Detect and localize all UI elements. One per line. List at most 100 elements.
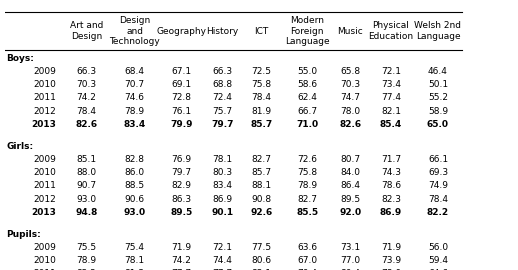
Text: 66.7: 66.7 xyxy=(297,107,318,116)
Text: 78.6: 78.6 xyxy=(381,181,401,190)
Text: 83.4: 83.4 xyxy=(123,120,146,129)
Text: 85.1: 85.1 xyxy=(76,155,96,164)
Text: 80.7: 80.7 xyxy=(340,155,361,164)
Text: 69.3: 69.3 xyxy=(428,168,448,177)
Text: 2009: 2009 xyxy=(33,155,56,164)
Text: 50.1: 50.1 xyxy=(428,80,448,89)
Text: 71.0: 71.0 xyxy=(296,120,318,129)
Text: 79.7: 79.7 xyxy=(211,120,234,129)
Text: 84.0: 84.0 xyxy=(340,168,361,177)
Text: 82.1: 82.1 xyxy=(381,107,401,116)
Text: 64.6: 64.6 xyxy=(428,269,448,270)
Text: 56.0: 56.0 xyxy=(428,243,448,252)
Text: 78.0: 78.0 xyxy=(340,107,361,116)
Text: 74.2: 74.2 xyxy=(77,93,96,102)
Text: 85.7: 85.7 xyxy=(251,168,271,177)
Text: 75.4: 75.4 xyxy=(125,243,145,252)
Text: 70.3: 70.3 xyxy=(76,80,96,89)
Text: 62.4: 62.4 xyxy=(297,93,317,102)
Text: 77.0: 77.0 xyxy=(340,256,361,265)
Text: 65.0: 65.0 xyxy=(427,120,449,129)
Text: 82.7: 82.7 xyxy=(252,155,271,164)
Text: 71.9: 71.9 xyxy=(171,243,192,252)
Text: 2011: 2011 xyxy=(33,93,56,102)
Text: 79.9: 79.9 xyxy=(170,120,193,129)
Text: 80.6: 80.6 xyxy=(251,256,271,265)
Text: 83.1: 83.1 xyxy=(251,269,271,270)
Text: 74.9: 74.9 xyxy=(428,181,448,190)
Text: 93.0: 93.0 xyxy=(124,208,146,217)
Text: 86.0: 86.0 xyxy=(124,168,145,177)
Text: 79.7: 79.7 xyxy=(171,168,192,177)
Text: 82.6: 82.6 xyxy=(75,120,97,129)
Text: 83.4: 83.4 xyxy=(212,181,232,190)
Text: 71.9: 71.9 xyxy=(381,243,401,252)
Text: 75.8: 75.8 xyxy=(297,168,318,177)
Text: 67.1: 67.1 xyxy=(171,67,192,76)
Text: Pupils:: Pupils: xyxy=(6,230,41,239)
Text: 74.3: 74.3 xyxy=(381,168,401,177)
Text: 74.4: 74.4 xyxy=(212,256,232,265)
Text: 78.9: 78.9 xyxy=(76,256,96,265)
Text: 67.0: 67.0 xyxy=(297,256,318,265)
Text: 72.8: 72.8 xyxy=(171,93,192,102)
Text: 81.9: 81.9 xyxy=(251,107,271,116)
Text: 46.4: 46.4 xyxy=(428,67,448,76)
Text: 66.3: 66.3 xyxy=(212,67,232,76)
Text: 2011: 2011 xyxy=(33,269,56,270)
Text: 2012: 2012 xyxy=(33,107,56,116)
Text: 69.1: 69.1 xyxy=(171,80,192,89)
Text: 71.7: 71.7 xyxy=(381,155,401,164)
Text: 2009: 2009 xyxy=(33,243,56,252)
Text: 75.8: 75.8 xyxy=(251,80,271,89)
Text: Art and
Design: Art and Design xyxy=(70,21,103,41)
Text: 72.1: 72.1 xyxy=(381,67,401,76)
Text: 75.5: 75.5 xyxy=(76,243,96,252)
Text: 82.9: 82.9 xyxy=(171,181,192,190)
Text: 78.4: 78.4 xyxy=(76,107,96,116)
Text: 2013: 2013 xyxy=(31,208,56,217)
Text: 89.5: 89.5 xyxy=(340,195,361,204)
Text: 73.4: 73.4 xyxy=(381,80,401,89)
Text: 90.1: 90.1 xyxy=(211,208,233,217)
Text: 82.7: 82.7 xyxy=(297,195,317,204)
Text: 76.1: 76.1 xyxy=(171,107,192,116)
Text: 2010: 2010 xyxy=(33,80,56,89)
Text: 74.7: 74.7 xyxy=(340,93,361,102)
Text: 2010: 2010 xyxy=(33,256,56,265)
Text: 92.0: 92.0 xyxy=(339,208,362,217)
Text: 90.8: 90.8 xyxy=(251,195,271,204)
Text: 72.5: 72.5 xyxy=(252,67,271,76)
Text: 86.4: 86.4 xyxy=(340,181,361,190)
Text: 74.2: 74.2 xyxy=(171,256,192,265)
Text: 88.0: 88.0 xyxy=(76,168,96,177)
Text: Boys:: Boys: xyxy=(6,54,34,63)
Text: 78.9: 78.9 xyxy=(297,181,318,190)
Text: ICT: ICT xyxy=(254,27,269,36)
Text: 73.9: 73.9 xyxy=(381,256,401,265)
Text: 55.2: 55.2 xyxy=(428,93,448,102)
Text: 85.4: 85.4 xyxy=(380,120,402,129)
Text: 58.9: 58.9 xyxy=(428,107,448,116)
Text: 82.3: 82.3 xyxy=(381,195,401,204)
Text: 89.5: 89.5 xyxy=(170,208,193,217)
Text: 92.6: 92.6 xyxy=(250,208,272,217)
Text: 82.6: 82.6 xyxy=(339,120,362,129)
Text: 2013: 2013 xyxy=(31,120,56,129)
Text: 2010: 2010 xyxy=(33,168,56,177)
Text: 72.6: 72.6 xyxy=(297,155,317,164)
Text: 2011: 2011 xyxy=(33,181,56,190)
Text: 73.1: 73.1 xyxy=(340,243,361,252)
Text: 86.9: 86.9 xyxy=(380,208,402,217)
Text: Physical
Education: Physical Education xyxy=(368,21,413,41)
Text: 58.6: 58.6 xyxy=(297,80,318,89)
Text: 68.4: 68.4 xyxy=(125,67,145,76)
Text: 82.8: 82.8 xyxy=(125,155,145,164)
Text: Design
and
Technology: Design and Technology xyxy=(109,16,160,46)
Text: 77.4: 77.4 xyxy=(381,93,401,102)
Text: 59.4: 59.4 xyxy=(428,256,448,265)
Text: 65.8: 65.8 xyxy=(340,67,361,76)
Text: 90.6: 90.6 xyxy=(124,195,145,204)
Text: 85.7: 85.7 xyxy=(250,120,272,129)
Text: History: History xyxy=(206,27,238,36)
